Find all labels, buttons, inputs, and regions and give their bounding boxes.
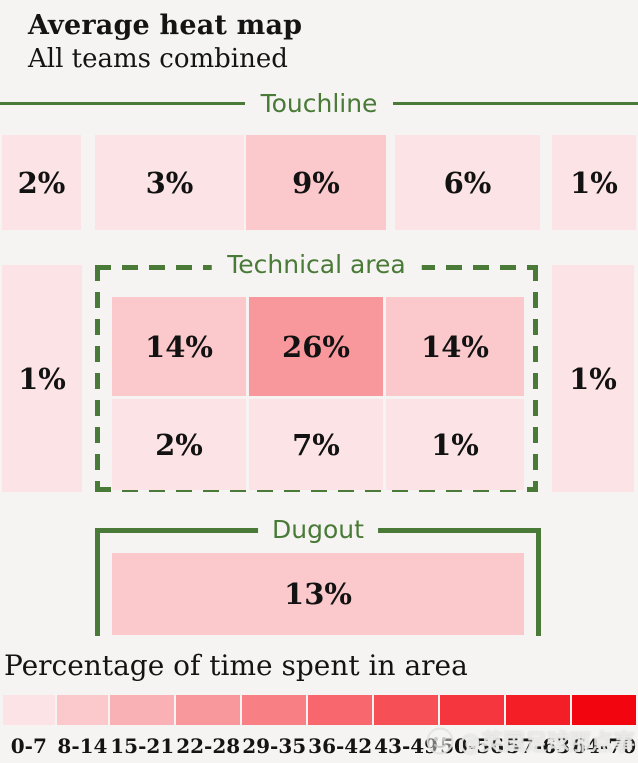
heat-cell-technical-bottom-3: 1% <box>386 399 524 490</box>
legend-swatch <box>572 695 636 725</box>
legend-range-label: 64-70 <box>572 734 636 758</box>
dugout-box: Dugout 13% <box>95 515 541 636</box>
legend-bin: 36-42 <box>308 695 373 758</box>
touchline-line-right <box>393 101 638 105</box>
heat-cell-touchline-4: 6% <box>395 135 540 230</box>
legend-color-scale: 0-7 8-14 15-21 22-28 29-35 36-42 43-49 <box>3 695 636 758</box>
legend-range-label: 43-49 <box>374 734 439 758</box>
legend-range-label: 0-7 <box>10 734 47 758</box>
legend-swatch <box>374 695 439 725</box>
legend-range-label: 22-28 <box>176 734 241 758</box>
legend-range-label: 29-35 <box>242 734 307 758</box>
touchline-line-left <box>0 101 245 105</box>
legend-swatch <box>3 695 55 725</box>
legend-title: Percentage of time spent in area <box>4 649 468 682</box>
legend-bin: 57-63 <box>506 695 571 758</box>
legend-swatch <box>440 695 505 725</box>
heat-cell-technical-bottom-1: 2% <box>112 399 246 490</box>
legend-bin: 15-21 <box>110 695 175 758</box>
heat-cell-touchline-3: 9% <box>246 135 386 230</box>
dugout-label: Dugout <box>258 515 378 544</box>
legend-swatch <box>176 695 241 725</box>
page-subtitle: All teams combined <box>28 44 288 74</box>
technical-area-label: Technical area <box>211 250 422 279</box>
technical-area-border-left <box>95 265 100 492</box>
legend-bin: 22-28 <box>176 695 241 758</box>
legend-swatch <box>110 695 175 725</box>
legend-range-label: 36-42 <box>308 734 373 758</box>
heat-cell-technical-bottom-2: 7% <box>249 399 383 490</box>
legend-range-label: 57-63 <box>506 734 571 758</box>
legend-range-label: 50-56 <box>440 734 505 758</box>
heat-cell-touchline-1: 2% <box>2 135 81 230</box>
legend-swatch <box>56 695 109 725</box>
legend-bin: 43-49 <box>374 695 439 758</box>
touchline-label: Touchline <box>260 88 378 118</box>
page-title: Average heat map <box>28 10 303 41</box>
heat-cell-left-side: 1% <box>2 265 82 492</box>
heat-cell-touchline-2: 3% <box>95 135 244 230</box>
legend-swatch <box>506 695 571 725</box>
heat-cell-technical-top-1: 14% <box>112 297 246 396</box>
heat-cell-touchline-5: 1% <box>552 135 636 230</box>
legend-range-label: 8-14 <box>57 734 108 758</box>
technical-area-border-right <box>533 265 538 492</box>
legend-swatch <box>308 695 373 725</box>
heat-cell-dugout: 13% <box>112 553 524 635</box>
legend-bin: 8-14 <box>56 695 109 758</box>
legend-bin: 29-35 <box>242 695 307 758</box>
legend-bin: 64-70 <box>572 695 636 758</box>
heat-cell-technical-top-2: 26% <box>249 297 383 396</box>
touchline-divider: Touchline <box>0 88 638 118</box>
technical-area-box: Technical area 14% 26% 14% 2% 7% 1% <box>95 250 538 492</box>
legend-bin: 0-7 <box>3 695 55 758</box>
legend-bin: 50-56 <box>440 695 505 758</box>
legend-swatch <box>242 695 307 725</box>
heat-cell-technical-top-3: 14% <box>386 297 524 396</box>
legend-range-label: 15-21 <box>110 734 175 758</box>
heat-cell-right-side: 1% <box>552 265 634 492</box>
